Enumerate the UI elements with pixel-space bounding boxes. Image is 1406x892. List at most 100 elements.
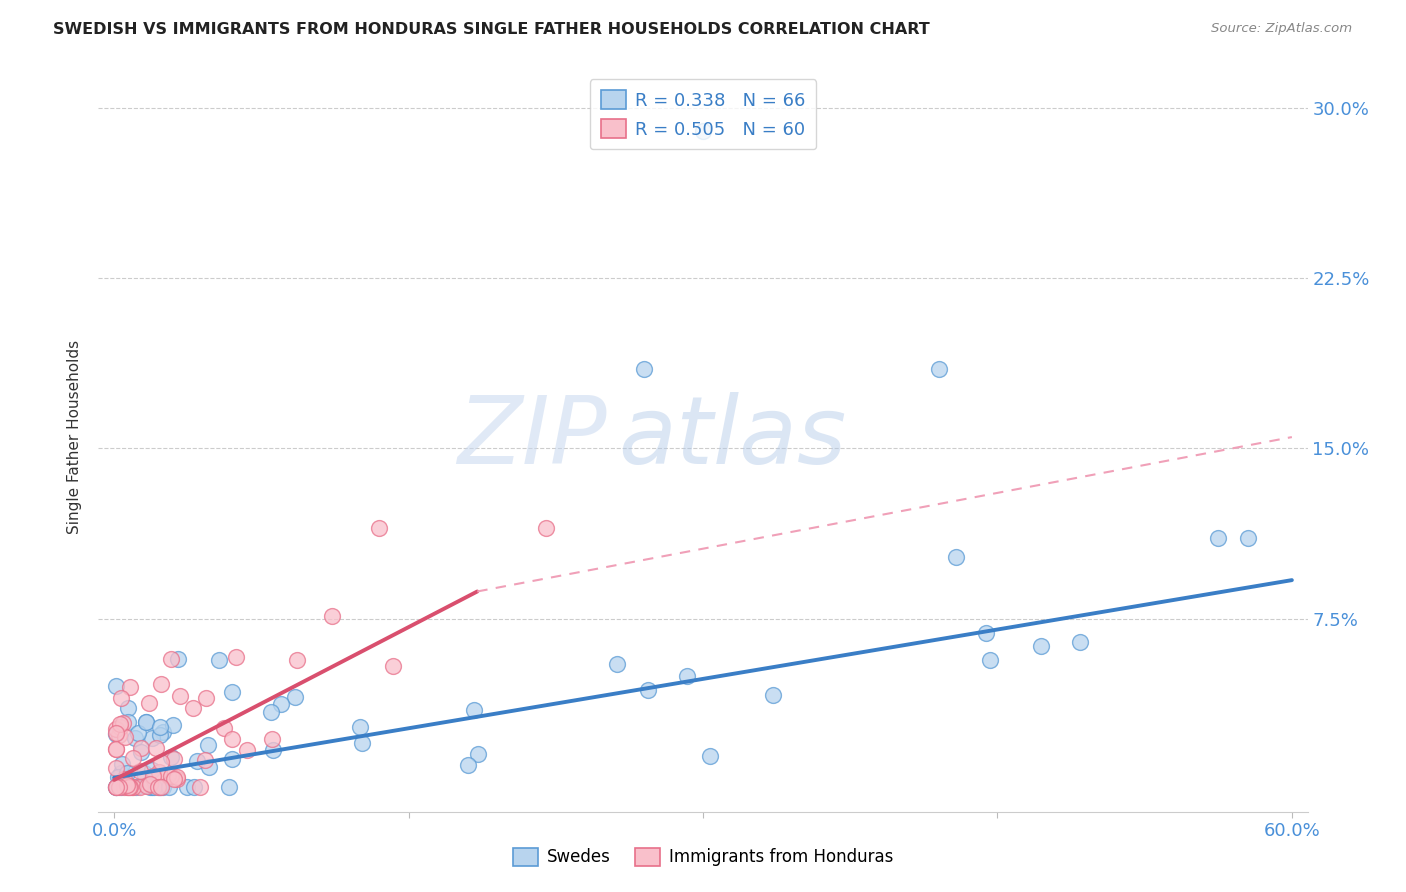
Point	[699, 748, 721, 763]
Point	[1237, 532, 1260, 546]
Point	[166, 770, 188, 784]
Point	[132, 766, 155, 780]
Point	[606, 657, 628, 671]
Point	[152, 780, 174, 794]
Point	[129, 745, 152, 759]
Point	[149, 677, 172, 691]
Point	[221, 752, 243, 766]
Point	[186, 754, 208, 768]
Point	[105, 742, 128, 756]
Point	[152, 724, 174, 739]
Point	[117, 780, 139, 794]
Point	[110, 691, 132, 706]
Legend: Swedes, Immigrants from Honduras: Swedes, Immigrants from Honduras	[506, 841, 900, 873]
Point	[534, 521, 557, 535]
Point	[352, 736, 374, 750]
Point	[221, 731, 243, 746]
Point	[212, 722, 235, 736]
Point	[181, 701, 204, 715]
Text: Source: ZipAtlas.com: Source: ZipAtlas.com	[1212, 22, 1353, 36]
Point	[285, 653, 308, 667]
Point	[197, 739, 219, 753]
Point	[114, 730, 136, 744]
Point	[160, 750, 183, 764]
Point	[208, 653, 231, 667]
Point	[122, 780, 145, 794]
Point	[105, 780, 128, 794]
Point	[945, 550, 967, 565]
Point	[105, 780, 128, 794]
Point	[163, 752, 186, 766]
Point	[148, 764, 170, 779]
Point	[145, 740, 167, 755]
Text: SWEDISH VS IMMIGRANTS FROM HONDURAS SINGLE FATHER HOUSEHOLDS CORRELATION CHART: SWEDISH VS IMMIGRANTS FROM HONDURAS SING…	[53, 22, 931, 37]
Point	[163, 772, 186, 786]
Point	[368, 521, 391, 535]
Point	[381, 658, 404, 673]
Point	[928, 362, 950, 376]
Point	[260, 732, 283, 747]
Point	[105, 761, 128, 775]
Point	[198, 760, 221, 774]
Point	[225, 650, 247, 665]
Point	[125, 780, 148, 794]
Point	[176, 780, 198, 794]
Point	[190, 780, 212, 794]
Point	[135, 715, 157, 730]
Point	[108, 728, 131, 742]
Point	[467, 747, 489, 761]
Point	[349, 720, 371, 734]
Point	[463, 703, 485, 717]
Point	[138, 696, 160, 710]
Text: ZIP: ZIP	[457, 392, 606, 483]
Point	[117, 714, 139, 729]
Point	[169, 690, 191, 704]
Point	[105, 679, 128, 693]
Point	[167, 651, 190, 665]
Point	[194, 690, 217, 705]
Point	[115, 778, 138, 792]
Point	[141, 731, 163, 745]
Point	[146, 780, 169, 794]
Point	[112, 780, 135, 794]
Point	[149, 780, 172, 794]
Point	[112, 716, 135, 731]
Point	[633, 362, 655, 376]
Point	[156, 768, 179, 782]
Point	[692, 123, 714, 137]
Point	[162, 718, 184, 732]
Point	[105, 742, 128, 756]
Point	[141, 764, 163, 778]
Point	[284, 690, 307, 705]
Point	[117, 780, 139, 794]
Point	[117, 701, 139, 715]
Point	[131, 741, 153, 756]
Point	[270, 697, 292, 711]
Point	[976, 626, 998, 640]
Point	[979, 653, 1001, 667]
Point	[166, 772, 188, 786]
Point	[105, 722, 128, 736]
Point	[108, 780, 131, 794]
Point	[157, 780, 180, 794]
Point	[194, 753, 217, 767]
Point	[637, 682, 659, 697]
Point	[141, 780, 163, 794]
Point	[218, 780, 240, 794]
Point	[149, 721, 172, 735]
Point	[1031, 639, 1053, 653]
Point	[118, 780, 141, 794]
Point	[129, 764, 152, 779]
Point	[321, 608, 343, 623]
Point	[149, 755, 172, 769]
Point	[108, 720, 131, 734]
Point	[121, 750, 143, 764]
Point	[105, 780, 128, 794]
Point	[1069, 635, 1091, 649]
Point	[112, 772, 135, 787]
Point	[676, 668, 699, 682]
Point	[105, 727, 128, 741]
Point	[148, 780, 170, 794]
Point	[139, 777, 162, 791]
Point	[160, 652, 183, 666]
